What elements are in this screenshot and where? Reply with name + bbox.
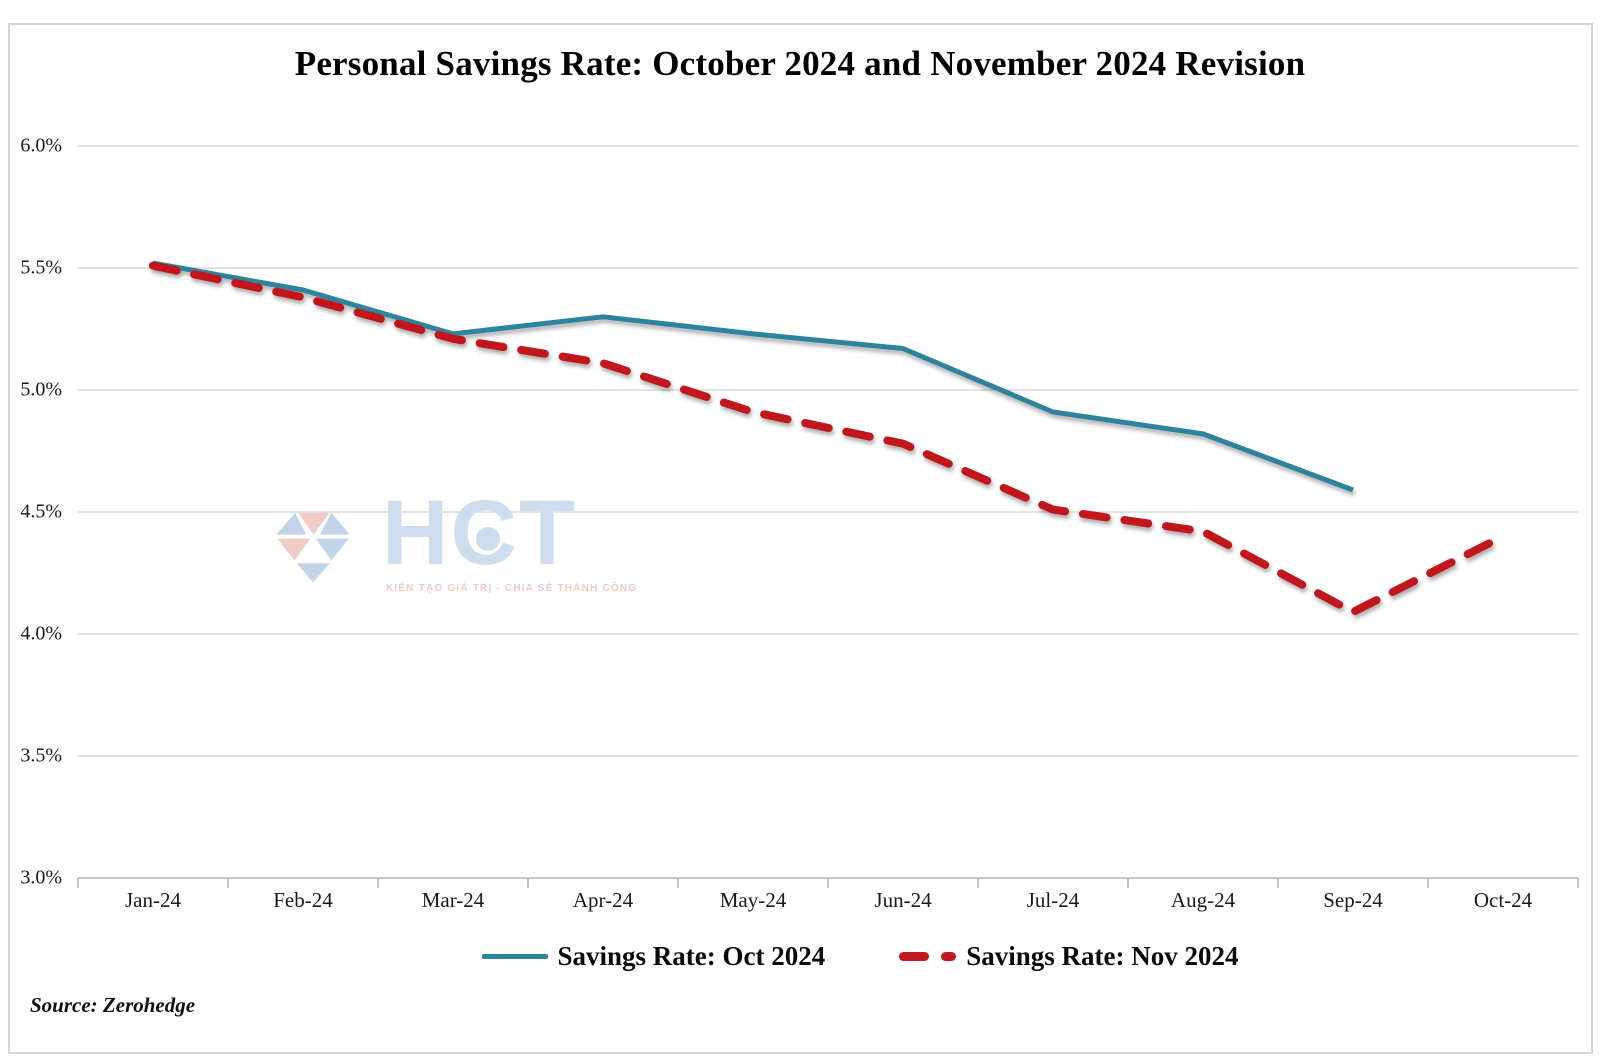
series-line-oct-2024 xyxy=(152,260,1354,493)
x-tick-label: Apr-24 xyxy=(572,888,634,912)
legend-dash-long xyxy=(899,952,930,961)
y-tick-label: 3.5% xyxy=(20,744,62,767)
legend-dashed-line-swatch xyxy=(899,952,957,961)
source-note: Source: Zerohedge xyxy=(30,993,196,1017)
x-tick-label: Oct-24 xyxy=(1473,888,1533,912)
x-tick-label: Mar-24 xyxy=(421,888,485,912)
y-tick-label: 4.5% xyxy=(20,500,62,523)
series-line-nov-2024 xyxy=(149,261,1507,616)
x-tick-label: Jun-24 xyxy=(874,888,932,912)
x-tick-label: Sep-24 xyxy=(1323,888,1383,912)
legend-label-nov-2024: Savings Rate: Nov 2024 xyxy=(966,941,1239,971)
chart-title: Personal Savings Rate: October 2024 and … xyxy=(294,44,1306,83)
x-tick-label: Jul-24 xyxy=(1026,888,1080,912)
legend-label-oct-2024: Savings Rate: Oct 2024 xyxy=(557,941,826,971)
y-tick-label: 3.0% xyxy=(20,866,62,889)
y-tick-label: 5.0% xyxy=(20,378,62,401)
y-tick-label: 5.5% xyxy=(20,256,62,279)
chart-frame xyxy=(8,23,1593,1054)
chart-legend: Savings Rate: Oct 2024 Savings Rate: Nov… xyxy=(60,941,1600,972)
x-tick-label: Jan-24 xyxy=(125,888,181,912)
legend-item-oct-2024: Savings Rate: Oct 2024 xyxy=(481,941,826,972)
legend-dash-short xyxy=(941,952,957,961)
y-tick-label: 6.0% xyxy=(20,134,62,157)
x-tick-label: Aug-24 xyxy=(1170,888,1236,912)
legend-item-nov-2024: Savings Rate: Nov 2024 xyxy=(899,941,1239,972)
x-tick-label: May-24 xyxy=(719,888,787,912)
x-tick-label: Feb-24 xyxy=(273,888,333,912)
legend-solid-line-swatch xyxy=(481,954,548,959)
y-tick-label: 4.0% xyxy=(20,622,62,645)
